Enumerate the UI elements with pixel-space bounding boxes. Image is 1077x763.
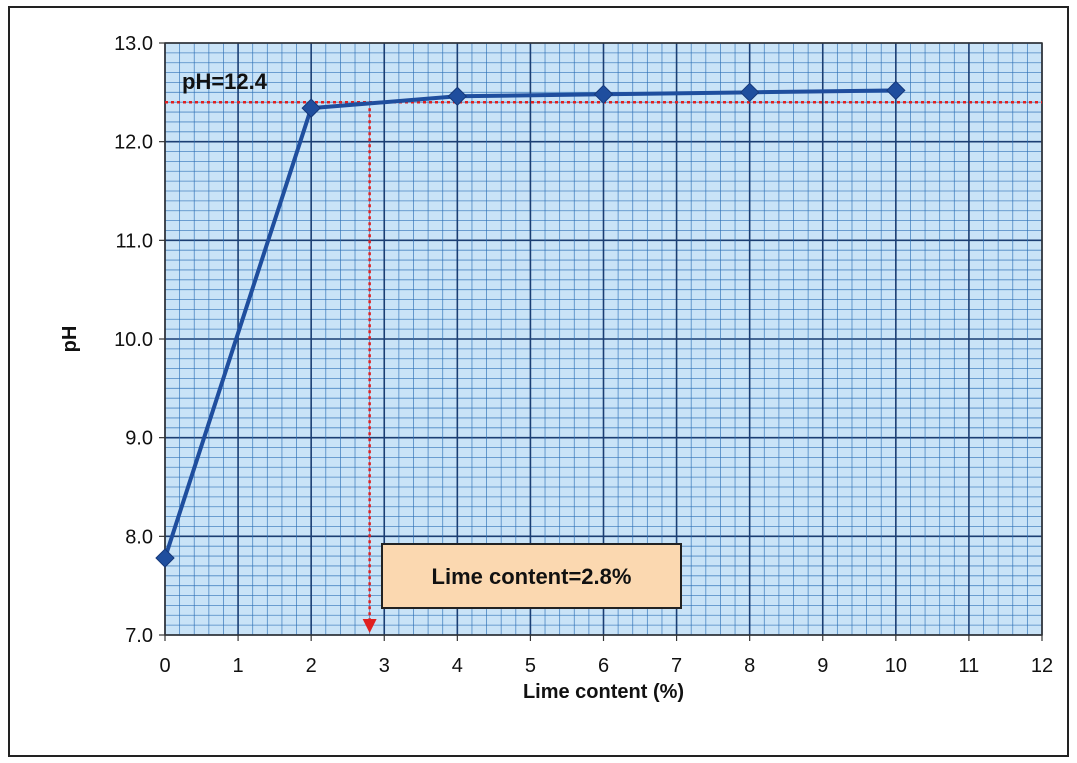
x-tick-label: 1 [233,655,244,677]
lime-content-annotation: Lime content=2.8% [432,564,632,589]
x-tick-label: 9 [817,655,828,677]
x-tick-label: 12 [1031,655,1053,677]
x-tick-label: 0 [159,655,170,677]
y-tick-label: 9.0 [125,428,153,450]
y-tick-label: 11.0 [116,230,153,252]
x-tick-label: 5 [525,655,536,677]
series [155,80,906,568]
ph-reference-label: pH=12.4 [182,69,268,94]
arrow-head-icon [362,619,377,633]
data-point [301,98,321,118]
x-tick-label: 3 [379,655,390,677]
y-axis-title: pH [59,326,81,353]
y-tick-label: 12.0 [114,132,153,154]
x-tick-label: 6 [598,655,609,677]
data-point [886,80,906,101]
y-tick-label: 10.0 [114,329,153,351]
x-axis-title: Lime content (%) [523,681,684,703]
x-tick-label: 4 [452,655,463,677]
y-tick-label: 8.0 [125,526,153,548]
grid [164,42,1043,636]
y-tick-label: 13.0 [114,33,153,55]
data-point [739,82,760,103]
x-tick-label: 2 [306,655,317,677]
annotation-box [381,543,682,609]
data-point [593,84,614,105]
data-point [155,548,175,568]
series-line [163,88,896,559]
x-tick-label: 10 [885,655,907,677]
x-tick-label: 11 [959,655,980,677]
y-tick-label: 7.0 [125,625,153,647]
tick-labels: 0 1 2 3 4 5 6 7 8 9 10 11 127.08.09.010.011.012.013.… [114,33,1053,677]
x-tick-label: 8 [744,655,755,677]
x-tick-label: 7 [671,655,682,677]
data-point [447,86,468,106]
